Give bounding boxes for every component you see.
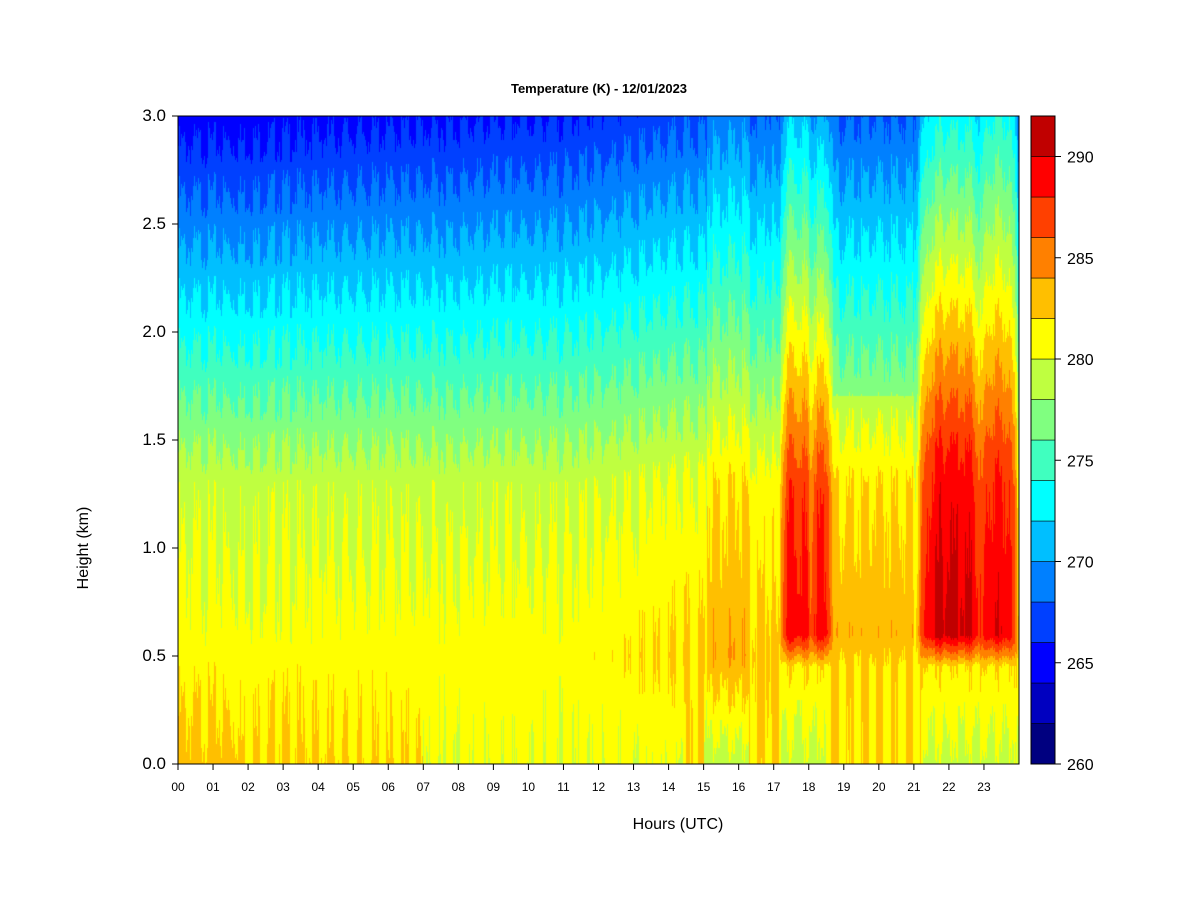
y-tick-label: 3.0 <box>142 106 166 125</box>
colorbar-swatch <box>1030 318 1056 360</box>
colorbar-swatch <box>1030 439 1056 481</box>
x-tick-label: 16 <box>732 780 746 794</box>
x-tick-label: 02 <box>241 780 255 794</box>
colorbar-tick-label: 285 <box>1067 251 1094 268</box>
y-axis-label: Height (km) <box>75 507 92 590</box>
colorbar-legend: 260 265 270 275 280 285 290 <box>1030 115 1094 774</box>
colorbar-swatch <box>1030 520 1056 562</box>
x-tick-label: 05 <box>347 780 361 794</box>
x-tick-label: 03 <box>276 780 290 794</box>
heatmap-image <box>178 116 1019 764</box>
x-tick-label: 21 <box>907 780 921 794</box>
x-tick-label: 19 <box>837 780 851 794</box>
x-tick-label: 22 <box>942 780 956 794</box>
plot-area <box>178 116 1019 764</box>
y-axis: 0.0 0.5 1.0 1.5 2.0 2.5 3.0 <box>142 106 178 773</box>
x-tick-label: 00 <box>171 780 185 794</box>
colorbar-swatch <box>1030 358 1056 400</box>
y-tick-label: 1.0 <box>142 538 166 557</box>
chart-title: Temperature (K) - 12/01/2023 <box>511 81 687 96</box>
x-tick-label: 18 <box>802 780 816 794</box>
colorbar-swatch <box>1030 723 1056 765</box>
colorbar-swatch <box>1030 196 1056 238</box>
colorbar-tick-label: 280 <box>1067 352 1094 369</box>
colorbar-swatch <box>1030 642 1056 684</box>
colorbar-swatch <box>1030 399 1056 441</box>
x-tick-label: 11 <box>557 780 570 794</box>
y-tick-label: 0.5 <box>142 646 166 665</box>
y-tick-label: 2.0 <box>142 322 166 341</box>
x-tick-label: 20 <box>872 780 886 794</box>
x-tick-label: 08 <box>452 780 466 794</box>
x-tick-label: 15 <box>697 780 711 794</box>
x-tick-label: 13 <box>627 780 641 794</box>
colorbar-tick-label: 265 <box>1067 656 1094 673</box>
colorbar-swatch <box>1030 156 1056 198</box>
x-tick-label: 14 <box>662 780 676 794</box>
colorbar-swatch <box>1030 237 1056 279</box>
colorbar-tick-label: 275 <box>1067 453 1094 470</box>
x-tick-label: 10 <box>522 780 536 794</box>
x-tick-label: 04 <box>311 780 325 794</box>
x-axis: 00 01 02 03 04 05 06 07 08 09 10 11 12 13 14 15 16 17 18 19… <box>171 764 991 794</box>
plot-frame <box>177 115 1020 765</box>
colorbar-swatch <box>1030 115 1056 157</box>
colorbar-swatch <box>1030 601 1056 643</box>
colorbar-tick-label: 270 <box>1067 555 1094 572</box>
x-tick-label: 23 <box>977 780 991 794</box>
colorbar-frame <box>1030 115 1056 765</box>
x-tick-label: 09 <box>487 780 501 794</box>
y-tick-label: 1.5 <box>142 430 166 449</box>
y-tick-label: 2.5 <box>142 214 166 233</box>
colorbar-swatch <box>1030 561 1056 603</box>
colorbar-swatch <box>1030 277 1056 319</box>
x-tick-label: 12 <box>592 780 606 794</box>
y-tick-label: 0.0 <box>142 754 166 773</box>
colorbar-tick-label: 290 <box>1067 150 1094 167</box>
x-tick-label: 01 <box>206 780 220 794</box>
colorbar-swatch <box>1030 480 1056 522</box>
colorbar-swatch <box>1030 682 1056 724</box>
x-tick-label: 17 <box>767 780 781 794</box>
x-tick-label: 07 <box>417 780 431 794</box>
x-axis-label: Hours (UTC) <box>633 816 724 833</box>
x-tick-label: 06 <box>382 780 396 794</box>
colorbar-tick-label: 260 <box>1067 757 1094 774</box>
